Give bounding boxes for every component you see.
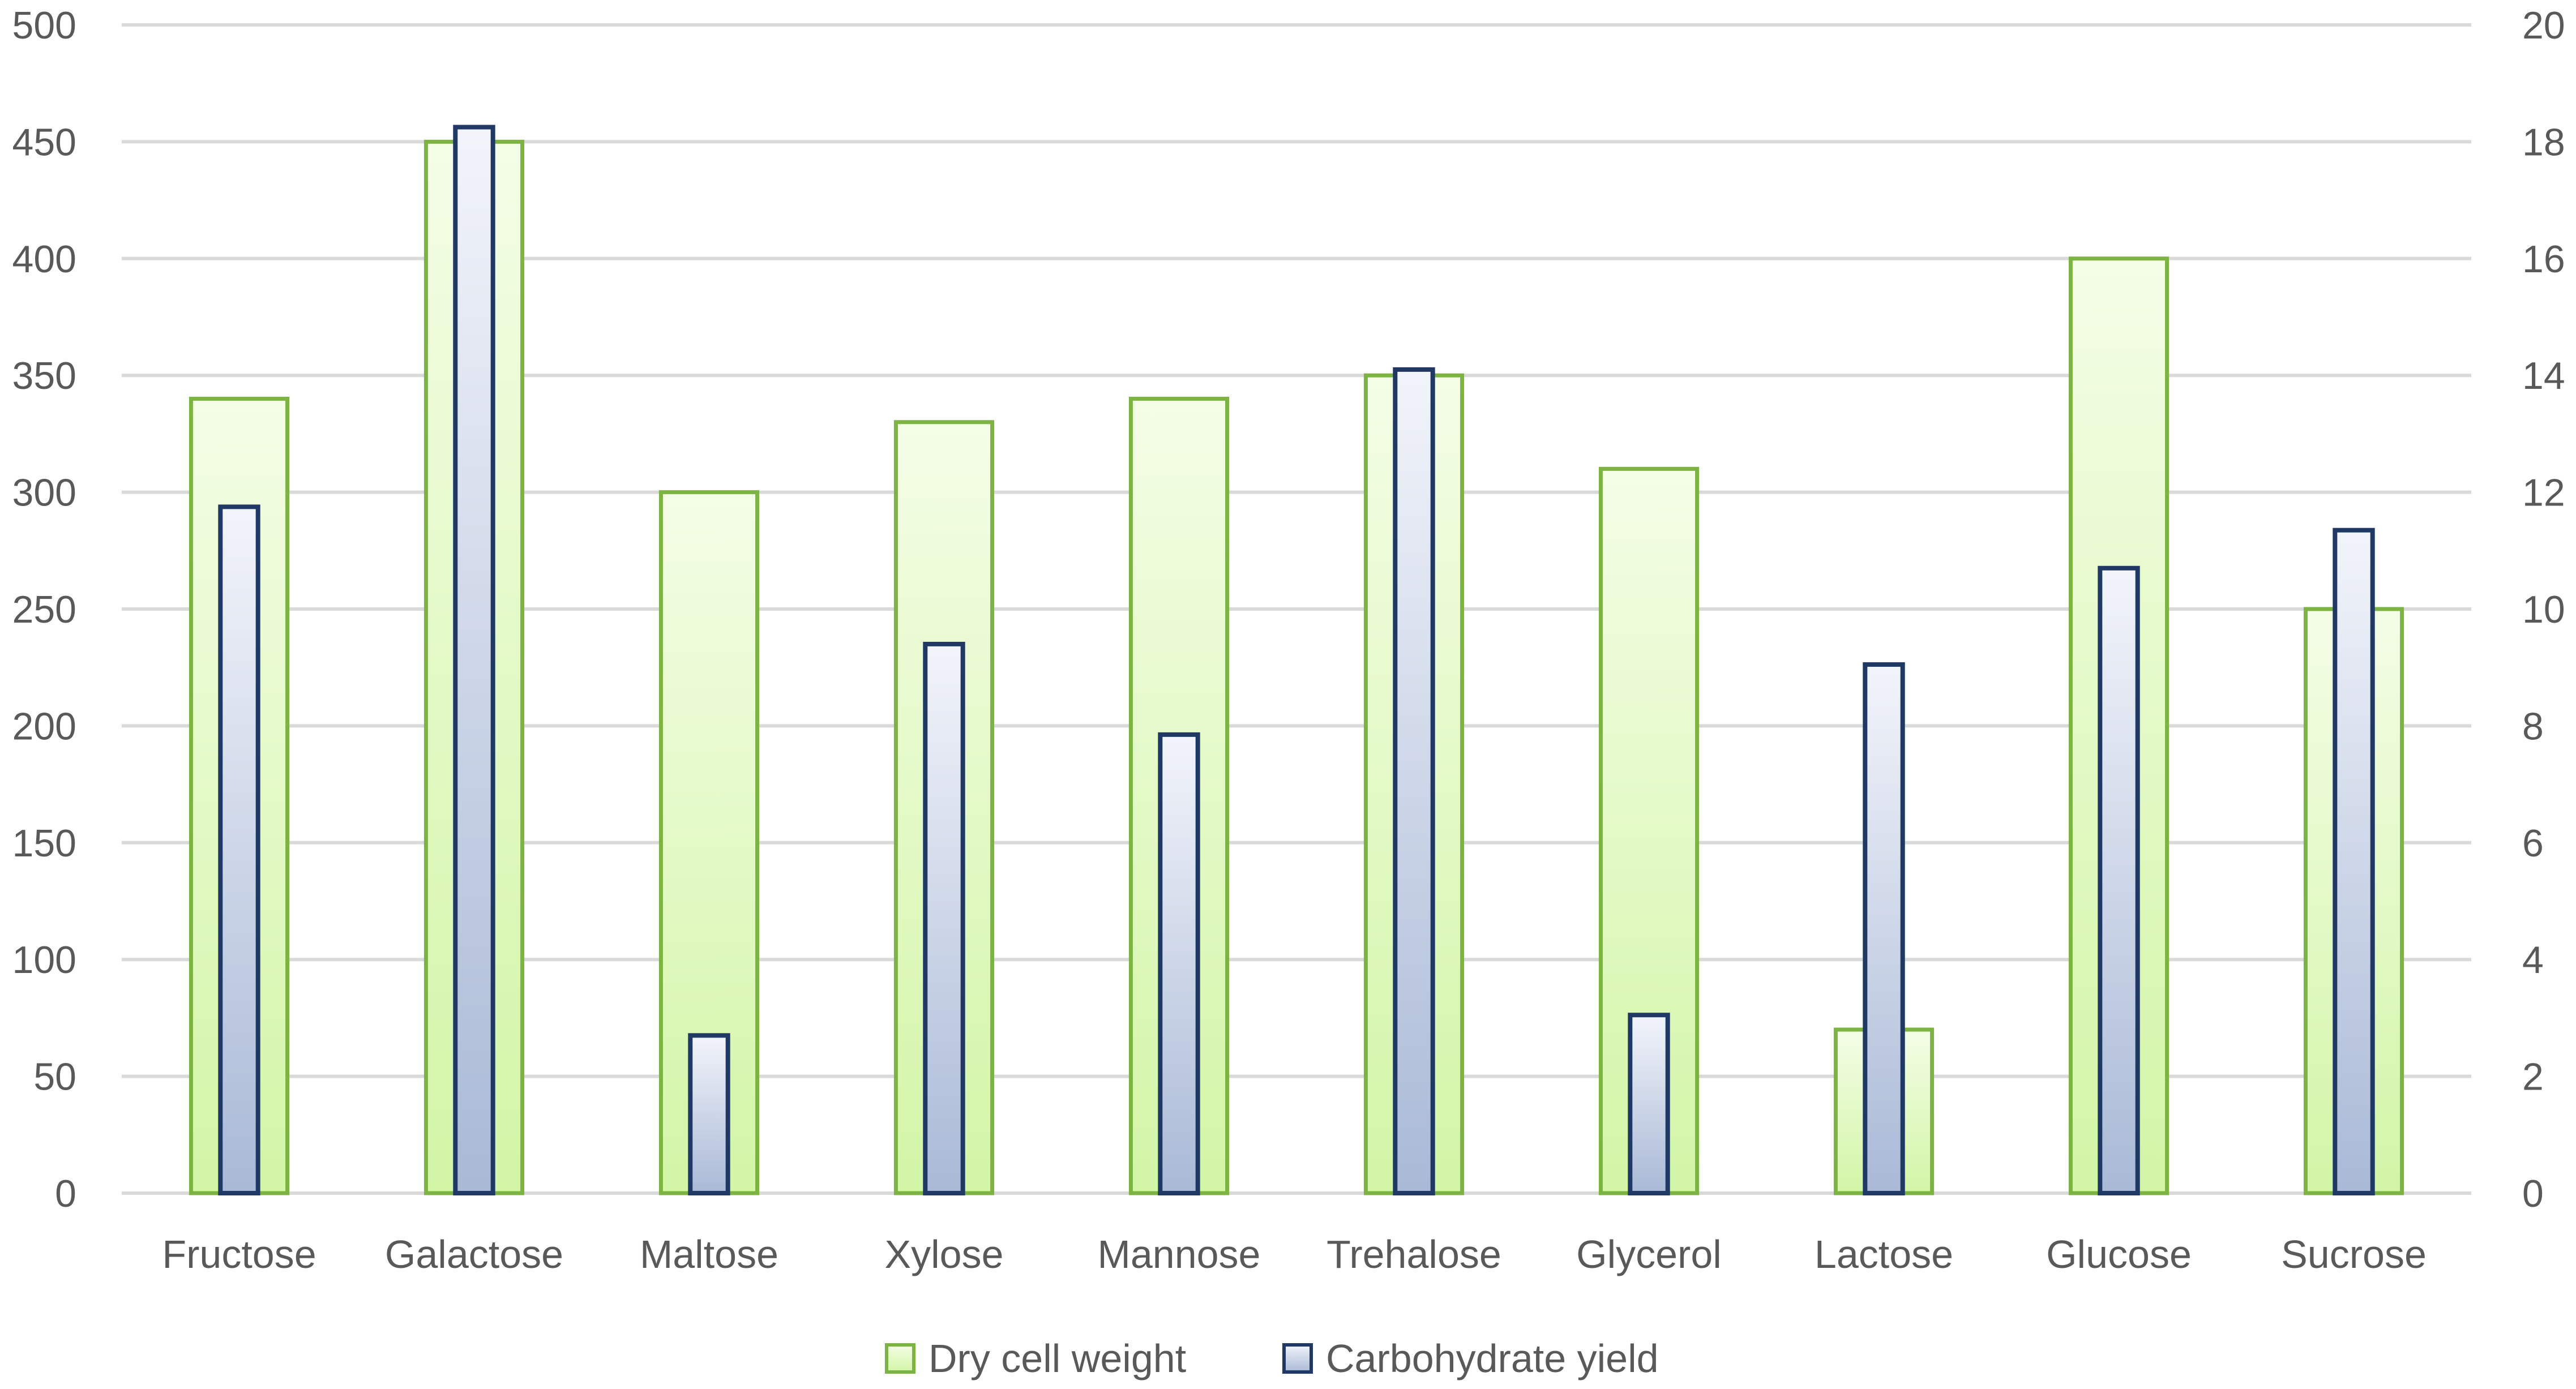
category-label: Glucose [2046, 1232, 2192, 1276]
category-labels: Fructose Galactose Maltose Xylose Mannose Tre… [162, 1232, 2427, 1276]
right-tick-label: 8 [2522, 705, 2544, 748]
carbohydrate-yield-bar-glucose [2098, 565, 2140, 1195]
category-label: Glycerol [1576, 1232, 1722, 1276]
legend-swatch [1282, 1343, 1313, 1374]
left-tick-label: 350 [12, 354, 76, 397]
carbohydrate-yield-bar-mannose [1158, 732, 1200, 1195]
left-tick-label: 450 [12, 121, 76, 164]
legend-label: Carbohydrate yield [1326, 1336, 1659, 1381]
carbohydrate-yield-bar-lactose [1863, 662, 1905, 1196]
category-label: Maltose [640, 1232, 778, 1276]
left-tick-label: 200 [12, 705, 76, 748]
left-tick-label: 150 [12, 822, 76, 865]
left-tick-label: 300 [12, 471, 76, 515]
right-tick-label: 4 [2522, 938, 2544, 981]
left-tick-label: 500 [12, 4, 76, 47]
right-tick-label: 2 [2522, 1056, 2544, 1099]
category-label: Trehalose [1326, 1232, 1501, 1276]
right-tick-label: 20 [2522, 4, 2565, 47]
right-tick-label: 0 [2522, 1172, 2544, 1215]
legend-label: Dry cell weight [928, 1336, 1186, 1381]
right-tick-label: 6 [2522, 822, 2544, 865]
right-tick-label: 12 [2522, 471, 2565, 515]
right-tick-label: 14 [2522, 354, 2565, 397]
left-tick-label: 400 [12, 238, 76, 281]
category-label: Sucrose [2281, 1232, 2427, 1276]
category-label: Fructose [162, 1232, 316, 1276]
category-label: Xylose [884, 1232, 1003, 1276]
right-axis-ticks: 0 2 4 6 8 10 12 14 16 18 20 [2522, 4, 2565, 1215]
carbohydrate-yield-bar-fructose [218, 504, 260, 1195]
carbohydrate-yield-bar-trehalose [1393, 367, 1435, 1195]
category-label: Lactose [1815, 1232, 1953, 1276]
right-tick-label: 18 [2522, 121, 2565, 164]
left-tick-label: 250 [12, 588, 76, 631]
left-axis-ticks: 0 50 100 150 200 250 300 350 400 450 500 [12, 4, 76, 1215]
carbohydrate-yield-bar-glycerol [1628, 1013, 1670, 1195]
right-tick-label: 10 [2522, 588, 2565, 631]
left-tick-label: 100 [12, 938, 76, 981]
bars [189, 125, 2404, 1196]
right-tick-label: 16 [2522, 238, 2565, 281]
legend: Dry cell weight Carbohydrate yield [885, 1336, 1659, 1381]
carbohydrate-yield-bar-maltose [688, 1033, 730, 1195]
legend-swatch [885, 1343, 915, 1374]
carbohydrate-yield-bar-sucrose [2333, 528, 2375, 1195]
carbohydrate-yield-bar-galactose [453, 125, 495, 1196]
category-label: Mannose [1098, 1232, 1261, 1276]
left-tick-label: 0 [55, 1172, 76, 1215]
carbohydrate-yield-bar-xylose [923, 641, 965, 1196]
category-label: Galactose [385, 1232, 563, 1276]
left-tick-label: 50 [33, 1056, 76, 1099]
